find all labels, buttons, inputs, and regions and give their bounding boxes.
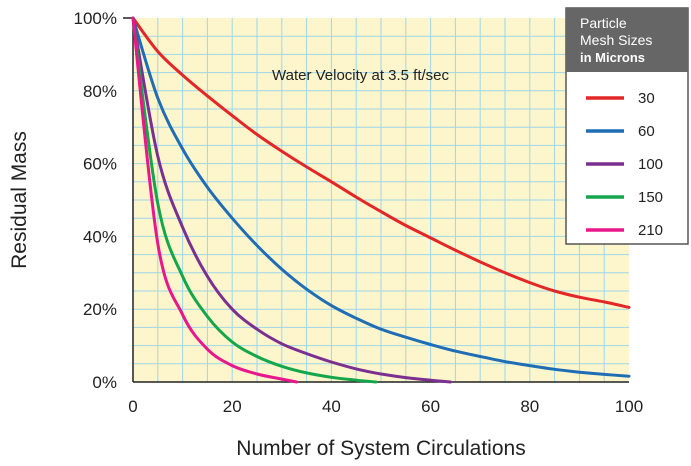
y-axis-title: Residual Mass [8, 131, 31, 269]
series-lines [131, 16, 631, 384]
legend-title-line-2: Mesh Sizes [580, 32, 652, 48]
x-tick-label: 20 [223, 397, 242, 416]
legend-header [566, 8, 688, 72]
legend-title-line-1: Particle [580, 15, 627, 31]
legend-label-60: 60 [638, 123, 655, 140]
y-tick-label: 100% [74, 9, 117, 28]
x-tick-labels: 0 20 40 60 80 100 [128, 397, 643, 416]
legend-items: 30 60 100 150 210 [586, 90, 663, 239]
legend-label-30: 30 [638, 90, 655, 107]
x-tick-label: 0 [128, 397, 137, 416]
chart-annotation: Water Velocity at 3.5 ft/sec [272, 67, 450, 84]
x-tick-label: 100 [615, 397, 643, 416]
y-tick-label: 40% [83, 227, 117, 246]
y-tick-label: 0% [92, 373, 117, 392]
legend-label-150: 150 [638, 189, 663, 206]
series-line-210 [131, 16, 299, 384]
x-tick-label: 80 [520, 397, 539, 416]
y-tick-label: 20% [83, 300, 117, 319]
series-line-150 [131, 16, 378, 384]
x-axis-title: Number of System Circulations [236, 437, 525, 460]
axes [123, 17, 629, 383]
legend-title-line-3: in Microns [580, 50, 645, 65]
legend: Particle Mesh Sizes in Microns 30 60 100 15… [565, 7, 689, 245]
legend-label-210: 210 [638, 222, 663, 239]
x-tick-label: 40 [322, 397, 341, 416]
y-tick-label: 60% [83, 155, 117, 174]
series-line-60 [131, 16, 631, 378]
x-tick-label: 60 [421, 397, 440, 416]
series-line-100 [131, 16, 452, 384]
legend-label-100: 100 [638, 156, 663, 173]
y-tick-label: 80% [83, 82, 117, 101]
series-line-30 [131, 16, 631, 309]
grid-lines [133, 18, 629, 382]
y-tick-labels: 0% 20% 40% 60% 80% 100% [74, 9, 117, 392]
